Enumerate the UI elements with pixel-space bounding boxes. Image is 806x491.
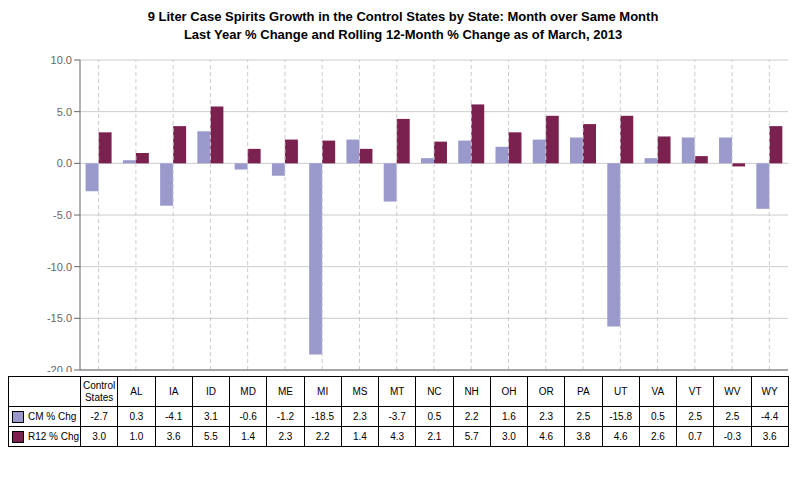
html-text:1.6: 1.6 (501, 411, 516, 422)
html-text:WV: WV (724, 385, 741, 397)
html-text:VT: VT (688, 385, 702, 397)
html-text:-1.2: -1.2 (276, 411, 294, 422)
html-text:CM % Chg: CM % Chg (28, 411, 77, 423)
html-text:-3.7: -3.7 (388, 411, 406, 422)
html-text:2.3: 2.3 (539, 411, 554, 422)
svg-text:0.0: 0.0 (57, 157, 72, 169)
html-text:5.5: 5.5 (203, 431, 218, 442)
html-text:4.6: 4.6 (613, 431, 628, 442)
html-text:1.4: 1.4 (241, 431, 256, 442)
html-text:NC: NC (427, 385, 442, 397)
html-text:2.2: 2.2 (464, 411, 479, 422)
html-text:-2.7: -2.7 (90, 411, 108, 422)
html-text:4.3: 4.3 (390, 431, 405, 442)
html-text:OH: OH (501, 385, 517, 397)
html-text:2.5: 2.5 (576, 411, 591, 422)
html-text:5.7: 5.7 (464, 431, 479, 442)
html-text:2.5: 2.5 (688, 411, 703, 422)
svg-text:-10.0: -10.0 (47, 261, 72, 273)
html-text:0.5: 0.5 (650, 411, 665, 422)
html-text:9 Liter Case Spirits Growth in: 9 Liter Case Spirits Growth in the Contr… (147, 9, 659, 24)
html-text:MI: MI (317, 385, 329, 397)
html-text:Control States: Control States (83, 379, 116, 403)
html-text:OR: OR (538, 385, 554, 397)
html-text:0.3: 0.3 (129, 411, 144, 422)
html-text:2.2: 2.2 (315, 431, 330, 442)
html-text:3.1: 3.1 (203, 411, 218, 422)
html-text:R12 % Chg: R12 % Chg (28, 431, 80, 443)
svg-text:-20.0: -20.0 (47, 364, 72, 372)
html-text:3.6: 3.6 (166, 431, 181, 442)
html-text:UT: UT (614, 385, 628, 397)
html-text:PA: PA (577, 385, 590, 397)
html-text:-4.4: -4.4 (761, 411, 779, 422)
html-text:1.0: 1.0 (129, 431, 144, 442)
html-text:0.7: 0.7 (688, 431, 703, 442)
html-text:2.3: 2.3 (278, 431, 293, 442)
html-text:MD: MD (240, 385, 256, 397)
svg-text:-5.0: -5.0 (53, 209, 72, 221)
html-text:-4.1: -4.1 (165, 411, 183, 422)
html-text:3.0: 3.0 (501, 431, 516, 442)
html-text:ID: ID (205, 385, 216, 397)
html-text:2.1: 2.1 (427, 431, 442, 442)
svg-text:5.0: 5.0 (57, 106, 72, 118)
html-text:1.4: 1.4 (352, 431, 367, 442)
html-text:-0.6: -0.6 (239, 411, 257, 422)
html-text:2.6: 2.6 (650, 431, 665, 442)
html-text:-18.5: -18.5 (311, 411, 334, 422)
html-text:MS: MS (352, 385, 368, 397)
html-text:4.6: 4.6 (539, 431, 554, 442)
html-text:0.5: 0.5 (427, 411, 442, 422)
html-text:2.5: 2.5 (725, 411, 740, 422)
html-text:3.0: 3.0 (92, 431, 107, 442)
html-text:Last Year % Change and Rolling: Last Year % Change and Rolling 12-Month … (183, 27, 623, 42)
html-text:-0.3: -0.3 (723, 431, 741, 442)
html-text:AL: AL (130, 385, 143, 397)
html-text:WY: WY (761, 385, 778, 397)
html-text:IA: IA (168, 385, 179, 397)
svg-text:-15.0: -15.0 (47, 312, 72, 324)
html-text:VA: VA (651, 385, 665, 397)
html-text:3.6: 3.6 (762, 431, 777, 442)
html-text:2.3: 2.3 (352, 411, 367, 422)
html-text:MT: MT (389, 385, 405, 397)
html-text:-15.8: -15.8 (609, 411, 632, 422)
svg-text:10.0: 10.0 (51, 54, 72, 66)
html-text:3.8: 3.8 (576, 431, 591, 442)
html-text:ME: ME (277, 385, 293, 397)
html-text:NH: NH (464, 385, 479, 397)
